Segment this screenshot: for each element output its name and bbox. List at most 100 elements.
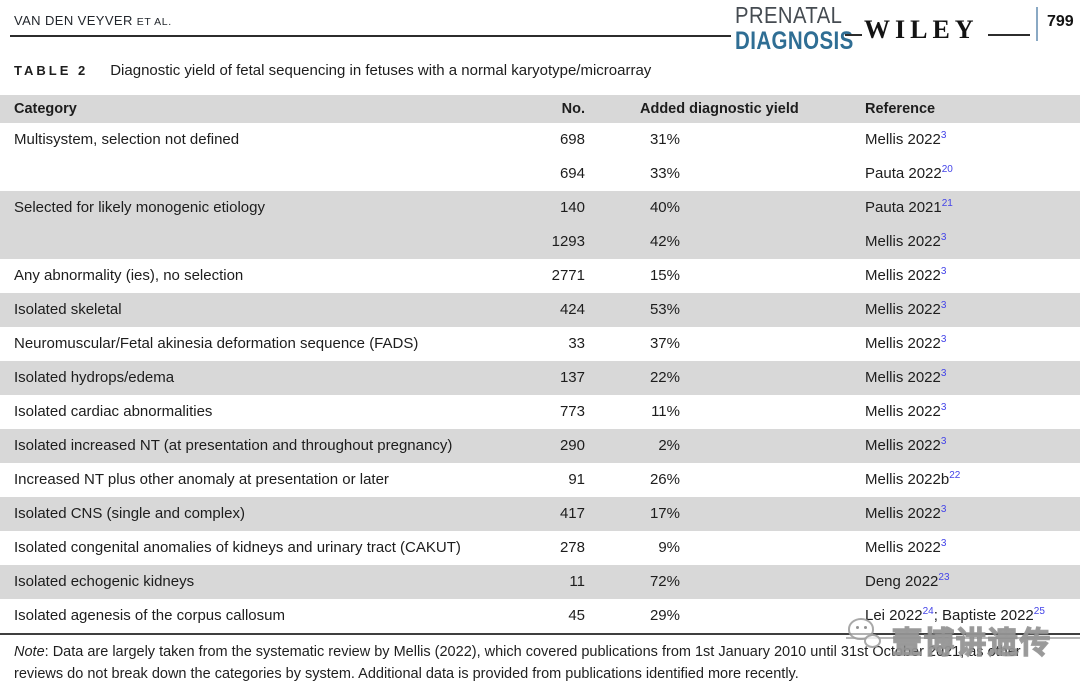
cell-no: 2771 xyxy=(551,267,585,284)
cell-category xyxy=(0,225,540,259)
cell-yield: 11% xyxy=(651,403,680,420)
column-header-no: No. xyxy=(561,101,585,117)
cell-yield: 37% xyxy=(649,335,680,352)
table-row: Any abnormality (ies), no selection 2771… xyxy=(0,259,1080,293)
cell-category: Isolated increased NT (at presentation a… xyxy=(14,437,453,454)
citation-link[interactable]: 25 xyxy=(1033,606,1045,617)
citation-link[interactable]: 3 xyxy=(940,436,947,447)
cell-no: 290 xyxy=(559,437,585,454)
cell-yield: 26% xyxy=(649,471,680,488)
table-row: 1293 42% Mellis 20223 xyxy=(0,225,1080,259)
cell-no: 11 xyxy=(569,573,585,590)
cell-yield: 22% xyxy=(649,369,680,386)
cell-yield: 9% xyxy=(658,539,680,556)
cell-category: Isolated skeletal xyxy=(14,301,122,318)
citation-link[interactable]: 24 xyxy=(922,606,934,617)
citation-link[interactable]: 3 xyxy=(940,538,947,549)
cell-category: Neuromuscular/Fetal akinesia deformation… xyxy=(14,335,419,352)
table-caption-text: Diagnostic yield of fetal sequencing in … xyxy=(110,62,652,79)
cell-category: Isolated congenital anomalies of kidneys… xyxy=(14,539,461,556)
cell-yield: 31% xyxy=(649,131,680,148)
table-row: 694 33% Pauta 202220 xyxy=(0,157,1080,191)
table-row: Multisystem, selection not defined 698 3… xyxy=(0,123,1080,157)
citation-link[interactable]: 3 xyxy=(940,334,947,345)
citation-link[interactable]: 3 xyxy=(940,266,947,277)
cell-reference: Pauta 202220 xyxy=(865,164,953,183)
running-head: VAN DEN VEYVER ET AL. xyxy=(14,13,172,28)
citation-link[interactable]: 3 xyxy=(940,368,947,379)
cell-no: 278 xyxy=(559,539,585,556)
cell-yield: 53% xyxy=(649,301,680,318)
citation-link[interactable]: 20 xyxy=(941,164,953,175)
cell-reference: Pauta 202121 xyxy=(865,198,953,217)
cell-category: Isolated hydrops/edema xyxy=(14,369,175,386)
journal-name-line2: DIAGNOSIS xyxy=(735,27,854,55)
cell-category: Selected for likely monogenic etiology xyxy=(14,199,265,216)
running-head-etal: ET AL. xyxy=(136,16,172,28)
cell-yield: 29% xyxy=(649,607,680,624)
cell-no: 45 xyxy=(568,607,585,624)
cell-no: 694 xyxy=(559,165,585,182)
cell-no: 1293 xyxy=(551,233,585,250)
cell-no: 698 xyxy=(559,131,585,148)
cell-yield: 15% xyxy=(649,267,680,284)
page-number: 799 xyxy=(1047,13,1074,30)
table-row: Isolated cardiac abnormalities 773 11% M… xyxy=(0,395,1080,429)
cell-category: Multisystem, selection not defined xyxy=(14,131,240,148)
cell-reference: Mellis 2022b22 xyxy=(865,470,961,489)
citation-link[interactable]: 3 xyxy=(940,300,947,311)
column-header-reference: Reference xyxy=(865,101,936,117)
cell-yield: 2% xyxy=(658,437,680,454)
table-bottom-rule xyxy=(0,633,1080,635)
citation-link[interactable]: 3 xyxy=(940,504,947,515)
cell-reference: Mellis 20223 xyxy=(865,436,947,455)
cell-yield: 42% xyxy=(649,233,680,250)
cell-no: 417 xyxy=(559,505,585,522)
journal-logo: PRENATAL DIAGNOSIS xyxy=(735,4,880,54)
cell-reference: Deng 202223 xyxy=(865,572,950,591)
header-rule xyxy=(10,35,731,37)
citation-link[interactable]: 22 xyxy=(949,470,961,481)
cell-category: Isolated echogenic kidneys xyxy=(14,573,195,590)
table-row: Isolated hydrops/edema 137 22% Mellis 20… xyxy=(0,361,1080,395)
table-row: Isolated congenital anomalies of kidneys… xyxy=(0,531,1080,565)
wiley-wordmark: WILEY xyxy=(864,15,979,44)
cell-reference: Mellis 20223 xyxy=(865,334,947,353)
note-label: Note xyxy=(14,644,45,660)
cell-reference: Mellis 20223 xyxy=(865,402,947,421)
cell-yield: 17% xyxy=(649,505,680,522)
citation-link[interactable]: 21 xyxy=(941,198,953,209)
cell-category: Isolated agenesis of the corpus callosum xyxy=(14,607,285,624)
table-label: TABLE 2 xyxy=(14,63,89,78)
table-row: Isolated CNS (single and complex) 417 17… xyxy=(0,497,1080,531)
table-caption: TABLE 2 Diagnostic yield of fetal sequenc… xyxy=(14,62,651,79)
table-row: Isolated agenesis of the corpus callosum… xyxy=(0,599,1080,633)
cell-yield: 40% xyxy=(649,199,680,216)
table-row: Isolated skeletal 424 53% Mellis 20223 xyxy=(0,293,1080,327)
table-header-row: Category No. Added diagnostic yield Refe… xyxy=(0,95,1080,123)
cell-category: Isolated cardiac abnormalities xyxy=(14,403,213,420)
page-number-divider xyxy=(1036,7,1038,41)
cell-reference: Mellis 20223 xyxy=(865,538,947,557)
citation-link[interactable]: 3 xyxy=(940,130,947,141)
cell-reference: Mellis 20223 xyxy=(865,130,947,149)
cell-no: 33 xyxy=(568,335,585,352)
cell-no: 91 xyxy=(568,471,585,488)
table-row: Neuromuscular/Fetal akinesia deformation… xyxy=(0,327,1080,361)
table-row: Isolated echogenic kidneys 11 72% Deng 2… xyxy=(0,565,1080,599)
journal-name-line1: PRENATAL xyxy=(735,2,843,28)
table-note: Note: Data are largely taken from the sy… xyxy=(14,641,1066,685)
logo-dash-rule xyxy=(845,34,862,36)
citation-link[interactable]: 3 xyxy=(940,402,947,413)
citation-link[interactable]: 3 xyxy=(940,232,947,243)
cell-reference: Mellis 20223 xyxy=(865,368,947,387)
cell-category: Any abnormality (ies), no selection xyxy=(14,267,244,284)
note-text: : Data are largely taken from the system… xyxy=(14,644,1021,682)
wiley-rule xyxy=(988,34,1030,36)
citation-link[interactable]: 23 xyxy=(938,572,950,583)
cell-yield: 33% xyxy=(649,165,680,182)
cell-no: 140 xyxy=(559,199,585,216)
cell-category: Isolated CNS (single and complex) xyxy=(14,505,245,522)
running-head-authors: VAN DEN VEYVER xyxy=(14,13,133,28)
